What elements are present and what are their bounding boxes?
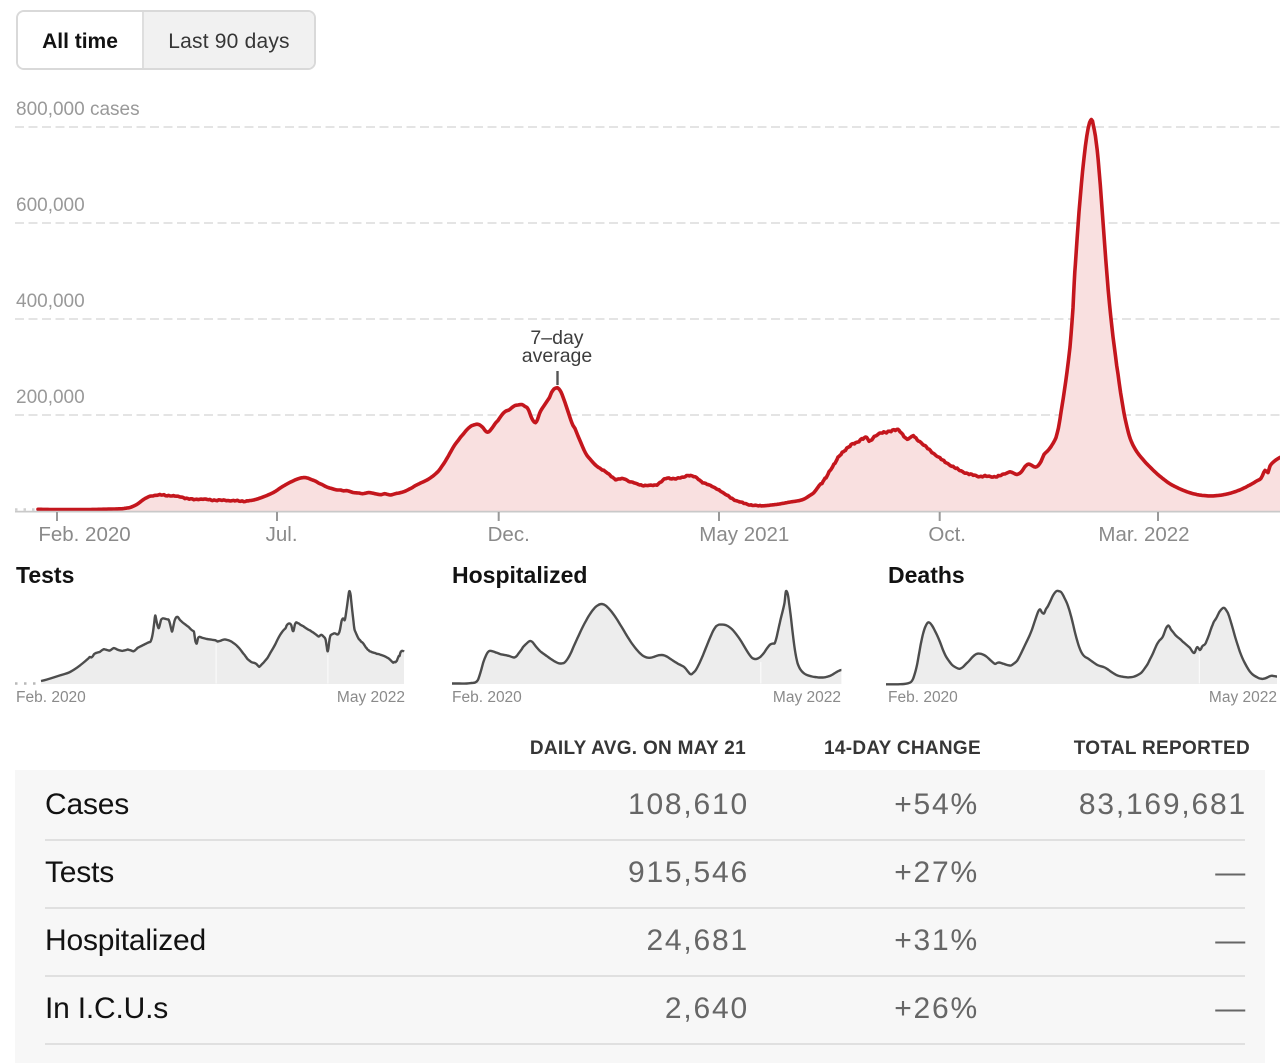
svg-text:Deaths: Deaths (888, 562, 965, 588)
svg-text:7–day: 7–day (530, 327, 583, 349)
svg-text:Feb. 2020: Feb. 2020 (16, 689, 86, 706)
svg-text:600,000: 600,000 (16, 195, 85, 216)
svg-text:Feb. 2020: Feb. 2020 (38, 523, 130, 546)
svg-text:average: average (522, 345, 592, 367)
svg-text:May 2022: May 2022 (1209, 689, 1277, 706)
svg-text:Hospitalized: Hospitalized (452, 562, 587, 588)
svg-text:Oct.: Oct. (928, 523, 966, 546)
svg-text:Feb. 2020: Feb. 2020 (452, 689, 522, 706)
svg-text:400,000: 400,000 (16, 291, 85, 312)
svg-text:Jul.: Jul. (266, 523, 298, 546)
svg-text:May 2022: May 2022 (773, 689, 841, 706)
svg-text:800,000 cases: 800,000 cases (16, 99, 140, 120)
svg-text:Tests: Tests (16, 562, 74, 588)
svg-text:May 2022: May 2022 (337, 689, 405, 706)
svg-text:200,000: 200,000 (16, 387, 85, 408)
svg-text:May 2021: May 2021 (699, 523, 789, 546)
svg-text:Dec.: Dec. (488, 523, 530, 546)
svg-text:Feb. 2020: Feb. 2020 (888, 689, 958, 706)
svg-text:Mar. 2022: Mar. 2022 (1098, 523, 1189, 546)
